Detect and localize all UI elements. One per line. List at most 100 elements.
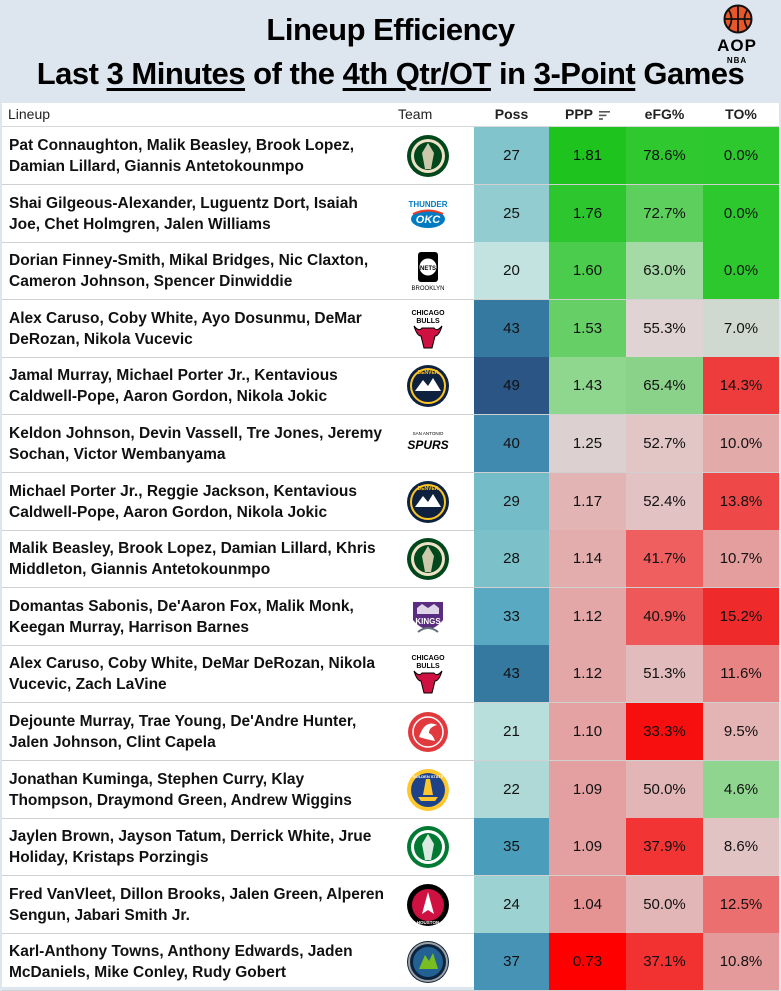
svg-text:THUNDER: THUNDER [408, 200, 447, 209]
lineup-names: Jaylen Brown, Jayson Tatum, Derrick Whit… [9, 828, 372, 867]
table-row[interactable]: Dejounte Murray, Trae Young, De'Andre Hu… [2, 703, 779, 761]
table-row[interactable]: Dorian Finney-Smith, Mikal Bridges, Nic … [2, 242, 779, 301]
ppp-cell: 1.12 [549, 587, 626, 645]
table-row[interactable]: Michael Porter Jr., Reggie Jackson, Kent… [2, 472, 779, 531]
ppp-cell: 1.14 [549, 530, 626, 588]
to-cell: 9.5% [703, 703, 779, 760]
lineup-names: Domantas Sabonis, De'Aaron Fox, Malik Mo… [9, 597, 354, 636]
bucks-logo [405, 133, 451, 179]
efg-cell: 40.9% [626, 587, 703, 645]
table-row[interactable]: Malik Beasley, Brook Lopez, Damian Lilla… [2, 530, 779, 589]
table-row[interactable]: Pat Connaughton, Malik Beasley, Brook Lo… [2, 127, 779, 185]
to-cell: 0.0% [703, 184, 779, 242]
lineup-names: Alex Caruso, Coby White, DeMar DeRozan, … [9, 655, 376, 694]
table-row[interactable]: Keldon Johnson, Devin Vassell, Tre Jones… [2, 415, 779, 473]
ppp-cell: 1.17 [549, 472, 626, 530]
ppp-cell: 1.81 [549, 127, 626, 184]
hawks-logo [405, 709, 451, 755]
table-row[interactable]: Jonathan Kuminga, Stephen Curry, Klay Th… [2, 760, 779, 819]
bucks-logo [405, 536, 451, 582]
ppp-cell: 0.73 [549, 933, 626, 991]
poss-cell: 37 [474, 933, 549, 991]
to-cell: 14.3% [703, 357, 779, 415]
ppp-cell: 1.25 [549, 415, 626, 472]
header: Lineup Efficiency Last 3 Minutes of the … [0, 0, 781, 103]
efg-cell: 55.3% [626, 299, 703, 357]
table-row[interactable]: Alex Caruso, Coby White, Ayo Dosunmu, De… [2, 299, 779, 358]
poss-cell: 29 [474, 472, 549, 530]
basketball-icon [723, 4, 753, 34]
lineup-names: Shai Gilgeous-Alexander, Luguentz Dort, … [9, 194, 358, 233]
lineup-names: Fred VanVleet, Dillon Brooks, Jalen Gree… [9, 885, 384, 924]
kings-logo: KINGS [405, 594, 451, 640]
efg-cell: 51.3% [626, 645, 703, 703]
poss-cell: 35 [474, 818, 549, 876]
to-cell: 7.0% [703, 299, 779, 357]
lineup-names: Keldon Johnson, Devin Vassell, Tre Jones… [9, 425, 383, 463]
nuggets-logo: DENVER [405, 363, 451, 409]
svg-text:DENVER: DENVER [418, 370, 439, 376]
efg-cell: 72.7% [626, 184, 703, 242]
svg-text:BROOKLYN: BROOKLYN [412, 286, 445, 292]
efg-cell: 50.0% [626, 760, 703, 818]
poss-cell: 28 [474, 530, 549, 588]
svg-text:DENVER: DENVER [418, 486, 439, 492]
lineup-table: Lineup Team Poss PPP eFG% TO% Pat Connau… [2, 103, 779, 991]
efg-cell: 37.1% [626, 933, 703, 991]
efg-cell: 52.7% [626, 415, 703, 472]
poss-cell: 27 [474, 127, 549, 184]
table-row[interactable]: Jamal Murray, Michael Porter Jr., Kentav… [2, 357, 779, 416]
warriors-logo: GOLDEN STATE [405, 767, 451, 813]
table-row[interactable]: Domantas Sabonis, De'Aaron Fox, Malik Mo… [2, 587, 779, 646]
timberwolves-logo [405, 939, 451, 985]
sort-descending-icon[interactable] [599, 110, 610, 120]
to-cell: 0.0% [703, 242, 779, 300]
spurs-logo: SAN ANTONIO SPURS [405, 421, 451, 467]
column-team[interactable]: Team [398, 106, 433, 122]
efg-cell: 78.6% [626, 127, 703, 184]
column-ppp[interactable]: PPP [549, 103, 626, 126]
poss-cell: 20 [474, 242, 549, 300]
ppp-cell: 1.76 [549, 184, 626, 242]
efg-cell: 52.4% [626, 472, 703, 530]
lineup-names: Karl-Anthony Towns, Anthony Edwards, Jad… [9, 943, 353, 982]
column-poss[interactable]: Poss [494, 106, 529, 122]
poss-cell: 33 [474, 587, 549, 645]
to-cell: 0.0% [703, 127, 779, 184]
ppp-cell: 1.09 [549, 760, 626, 818]
to-cell: 11.6% [703, 645, 779, 703]
svg-text:KINGS: KINGS [415, 617, 441, 626]
svg-text:BULLS: BULLS [416, 663, 440, 670]
logo-subtext: NBA [726, 56, 748, 65]
lineup-names: Jonathan Kuminga, Stephen Curry, Klay Th… [9, 770, 352, 809]
column-efg[interactable]: eFG% [644, 106, 685, 122]
efg-cell: 41.7% [626, 530, 703, 588]
to-cell: 12.5% [703, 875, 779, 933]
poss-cell: 40 [474, 415, 549, 472]
poss-cell: 25 [474, 184, 549, 242]
column-to[interactable]: TO% [725, 106, 757, 122]
lineup-names: Dejounte Murray, Trae Young, De'Andre Hu… [9, 713, 357, 751]
column-lineup[interactable]: Lineup [8, 106, 51, 122]
efg-cell: 65.4% [626, 357, 703, 415]
svg-text:OKC: OKC [416, 214, 442, 226]
ppp-cell: 1.12 [549, 645, 626, 703]
table-row[interactable]: Alex Caruso, Coby White, DeMar DeRozan, … [2, 645, 779, 704]
svg-text:SAN ANTONIO: SAN ANTONIO [413, 431, 444, 436]
ppp-cell: 1.43 [549, 357, 626, 415]
table-row[interactable]: Shai Gilgeous-Alexander, Luguentz Dort, … [2, 184, 779, 243]
lineup-names: Alex Caruso, Coby White, Ayo Dosunmu, De… [9, 309, 362, 348]
table-row[interactable]: Karl-Anthony Towns, Anthony Edwards, Jad… [2, 933, 779, 991]
efg-cell: 37.9% [626, 818, 703, 876]
poss-cell: 43 [474, 299, 549, 357]
table-header: Lineup Team Poss PPP eFG% TO% [2, 103, 779, 127]
poss-cell: 49 [474, 357, 549, 415]
svg-text:SPURS: SPURS [407, 438, 448, 452]
to-cell: 8.6% [703, 818, 779, 876]
to-cell: 10.0% [703, 415, 779, 472]
ppp-cell: 1.10 [549, 703, 626, 760]
table-row[interactable]: Fred VanVleet, Dillon Brooks, Jalen Gree… [2, 875, 779, 934]
table-row[interactable]: Jaylen Brown, Jayson Tatum, Derrick Whit… [2, 818, 779, 877]
poss-cell: 22 [474, 760, 549, 818]
poss-cell: 24 [474, 875, 549, 933]
